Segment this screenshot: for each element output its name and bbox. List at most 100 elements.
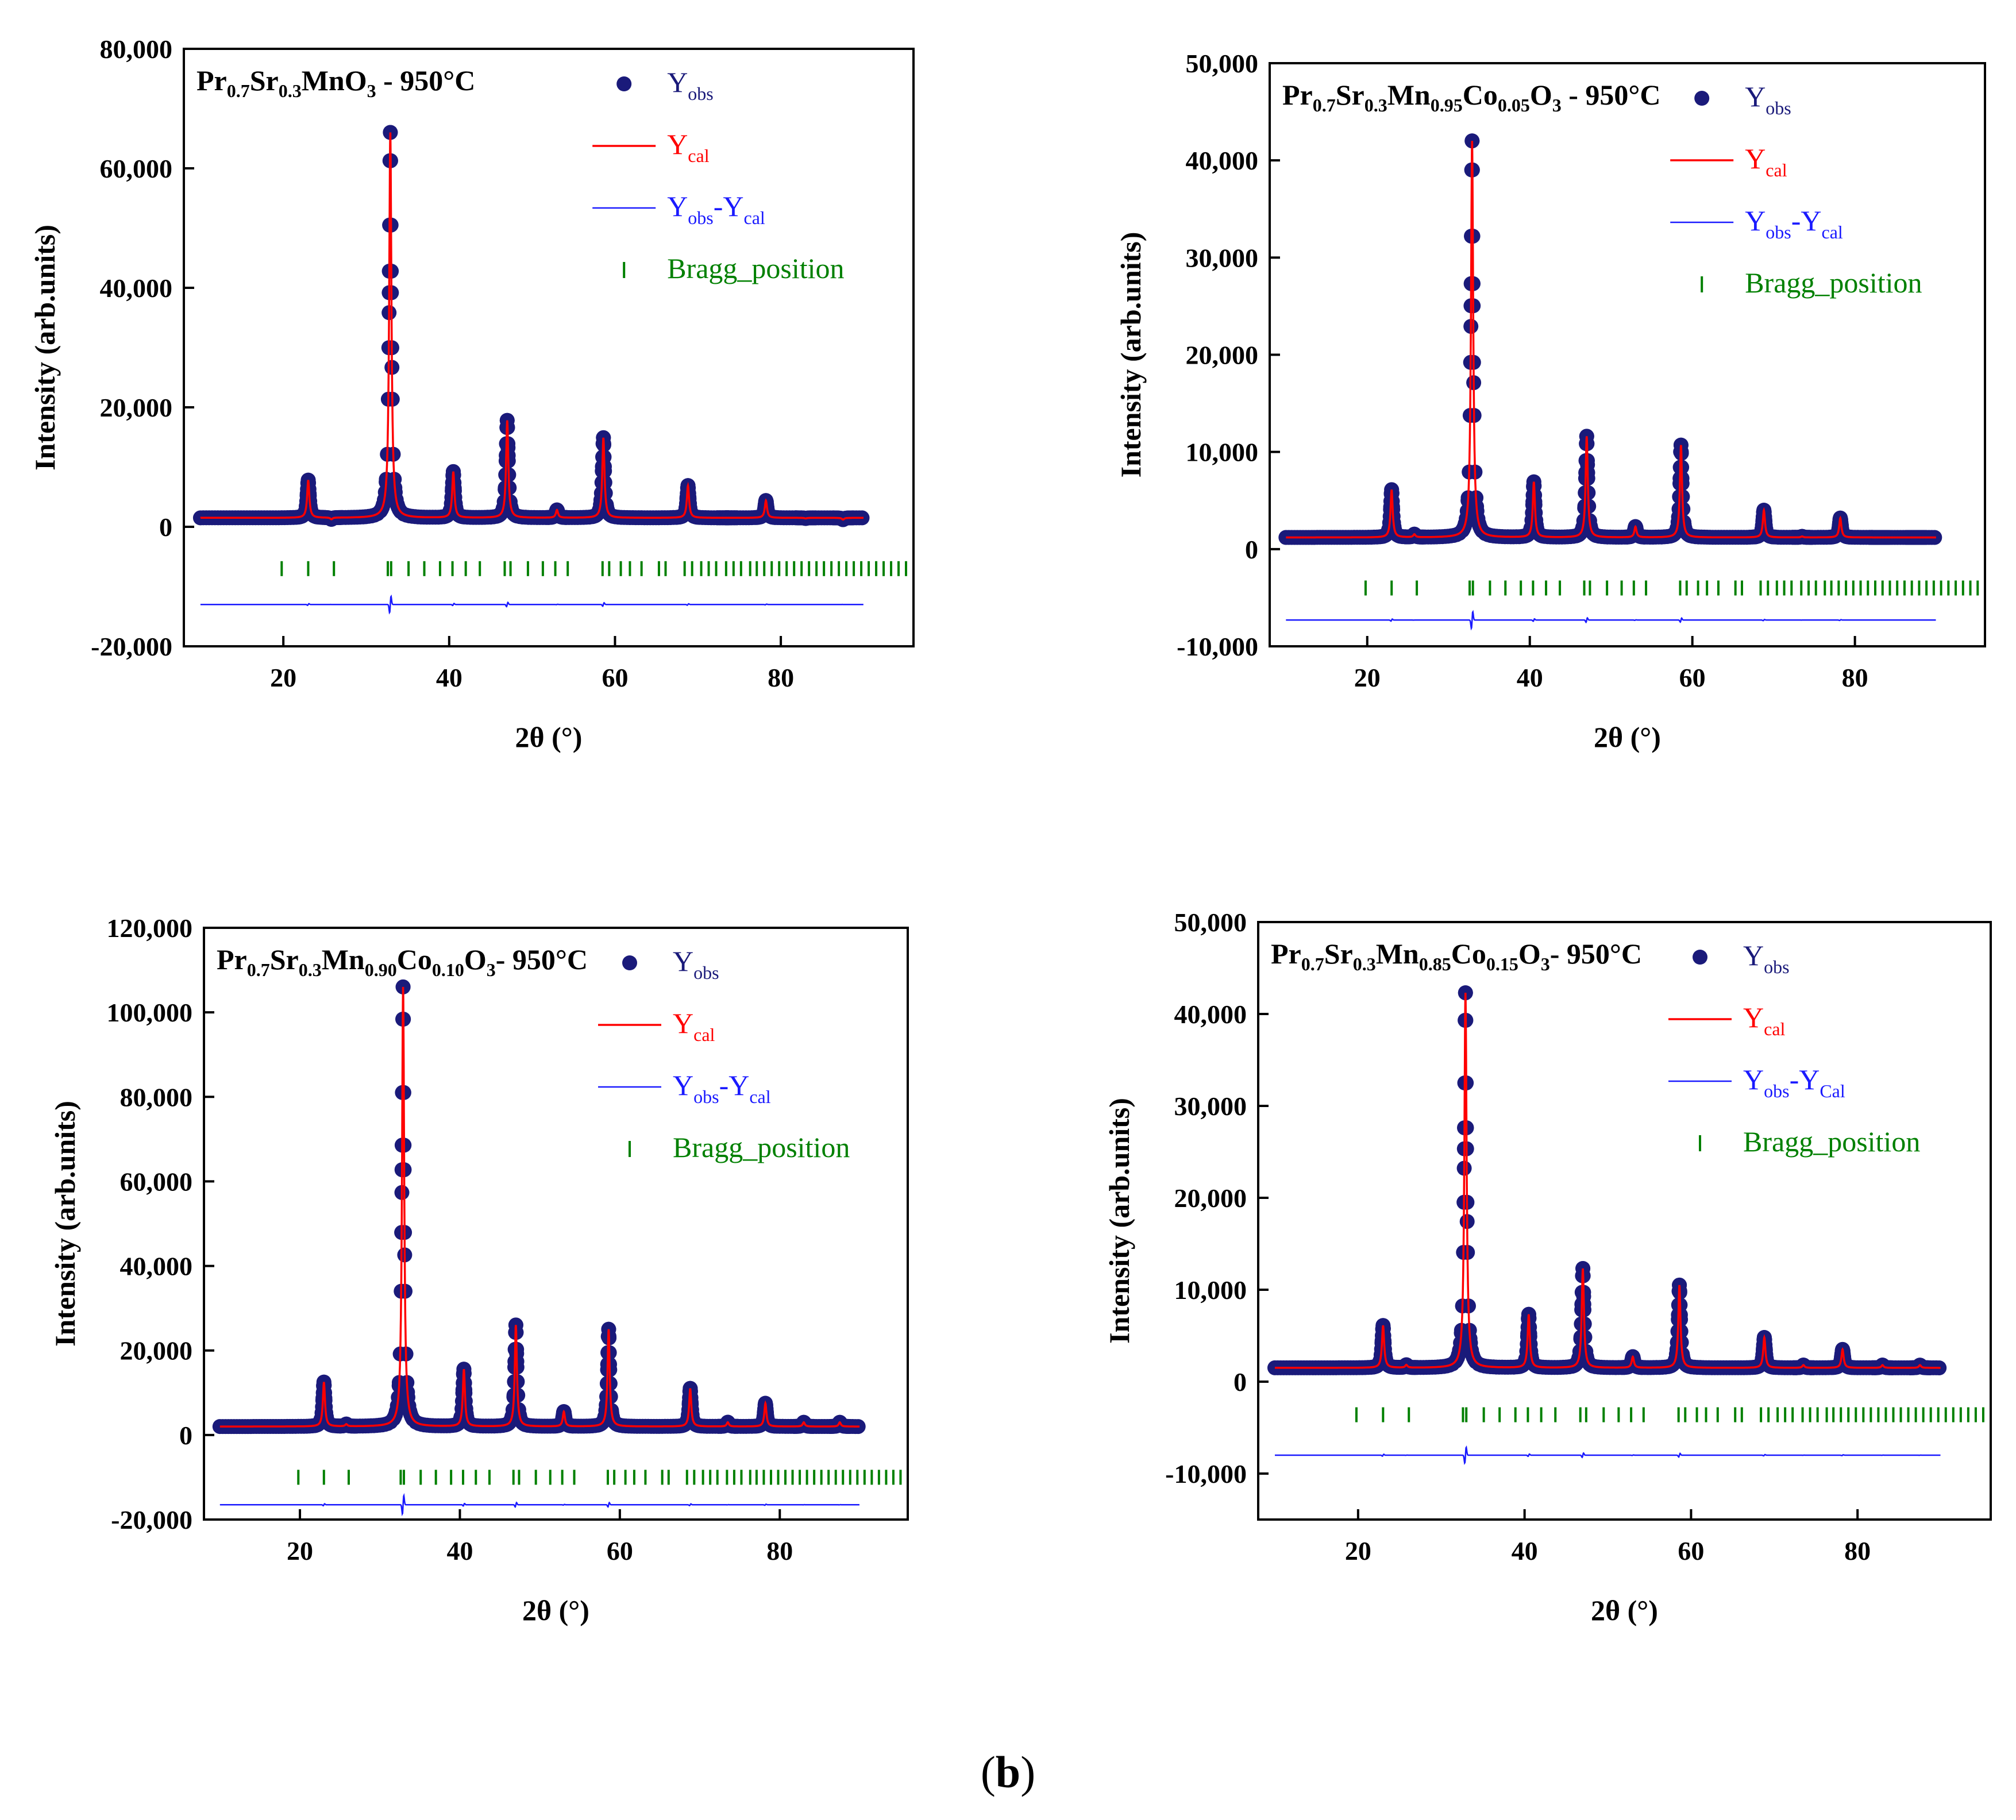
x-tick-label: 80 bbox=[1844, 1536, 1871, 1565]
chart-panel-2: -10,000 0 10,000 20,000 30,000 40,000 50,000 20… bbox=[1115, 49, 1986, 753]
legend-label: Yobs-Ycal bbox=[1745, 205, 1843, 242]
legend-marker bbox=[622, 955, 637, 970]
legend-entry-3: Yobs-Ycal bbox=[592, 190, 765, 228]
legend-entry-4: Bragg_position bbox=[623, 252, 845, 284]
plot-frame bbox=[1269, 62, 1986, 647]
caption-label: b bbox=[995, 1747, 1021, 1797]
legend-entry-4: Bragg_position bbox=[629, 1131, 850, 1163]
y-tick-label: 0 bbox=[1234, 1367, 1247, 1397]
y-tick-label: -10,000 bbox=[1177, 632, 1258, 661]
ycal-line bbox=[1286, 141, 1936, 539]
y-tick-label: 40,000 bbox=[100, 273, 173, 303]
x-axis-label: 2θ (°) bbox=[1594, 721, 1661, 753]
chart-panel-3: -20,000 0 20,000 40,000 60,000 80,000 100,000 1… bbox=[49, 913, 909, 1626]
bragg-positions bbox=[1364, 580, 1979, 596]
yobs-series bbox=[1267, 985, 1947, 1375]
y-tick-label: -20,000 bbox=[111, 1505, 192, 1534]
x-tick-label: 20 bbox=[1354, 663, 1381, 692]
x-tick-label: 40 bbox=[446, 1536, 473, 1565]
y-tick-label: 40,000 bbox=[120, 1252, 193, 1281]
y-tick-label: 30,000 bbox=[1186, 243, 1259, 272]
legend-entry-1: Yobs bbox=[1693, 939, 1790, 977]
legend-entry-1: Yobs bbox=[616, 66, 714, 104]
x-tick-label: 80 bbox=[1842, 663, 1868, 692]
legend-label: Yobs bbox=[1743, 939, 1790, 977]
chart-title: Pr0.7Sr0.3Mn0.95Co0.05O3 - 950°C bbox=[1282, 79, 1661, 115]
y-tick-label: 60,000 bbox=[100, 154, 173, 183]
y-tick-label: 0 bbox=[1245, 535, 1258, 564]
x-tick-label: 60 bbox=[607, 1536, 633, 1565]
legend-entry-2: Ycal bbox=[598, 1007, 715, 1045]
y-tick-label: 80,000 bbox=[120, 1082, 193, 1112]
plot-frame bbox=[183, 48, 915, 647]
chart-title: Pr0.7Sr0.3Mn0.85Co0.15O3- 950°C bbox=[1271, 938, 1642, 974]
y-tick-label: 30,000 bbox=[1174, 1092, 1247, 1121]
yobs-series bbox=[192, 125, 870, 527]
y-tick-label: 100,000 bbox=[107, 998, 193, 1027]
y-tick-label: 20,000 bbox=[1174, 1183, 1247, 1213]
legend-entry-1: Yobs bbox=[622, 945, 719, 983]
legend-label: Ycal bbox=[667, 128, 710, 166]
legend-entry-2: Ycal bbox=[1668, 1001, 1786, 1039]
x-tick-label: 20 bbox=[287, 1536, 313, 1565]
legend-label: Ycal bbox=[1743, 1001, 1786, 1039]
bragg-positions bbox=[280, 561, 908, 576]
legend-label: Bragg_position bbox=[1745, 267, 1922, 299]
chart-panel-4: -10,000 0 10,000 20,000 30,000 40,000 50,000 20… bbox=[1103, 908, 1992, 1626]
y-tick-label: 0 bbox=[179, 1421, 192, 1450]
legend-label: Yobs-Ycal bbox=[667, 190, 765, 228]
chart-title: Pr0.7Sr0.3Mn0.90Co0.10O3- 950°C bbox=[217, 943, 588, 980]
x-axis-label: 2θ (°) bbox=[522, 1594, 589, 1626]
legend-entry-2: Ycal bbox=[1670, 142, 1787, 180]
x-tick-label: 60 bbox=[1679, 663, 1706, 692]
bragg-positions bbox=[1355, 1407, 1984, 1422]
y-tick-label: 50,000 bbox=[1186, 49, 1259, 78]
y-axis-label: Intensity (arb.units) bbox=[1115, 232, 1147, 478]
y-tick-label: 20,000 bbox=[100, 393, 173, 422]
y-tick-label: 10,000 bbox=[1186, 438, 1259, 467]
x-tick-label: 60 bbox=[602, 663, 628, 692]
legend-label: Ycal bbox=[673, 1007, 715, 1045]
y-tick-label: 120,000 bbox=[107, 913, 193, 943]
legend-label: Yobs-Ycal bbox=[673, 1069, 771, 1107]
y-tick-label: 80,000 bbox=[100, 34, 173, 64]
y-tick-label: -20,000 bbox=[91, 632, 172, 661]
y-axis-label: Intensity (arb.units) bbox=[29, 225, 61, 471]
ycal-line bbox=[219, 986, 860, 1428]
legend-entry-2: Ycal bbox=[592, 128, 710, 166]
yobs-ycal-line bbox=[1275, 1445, 1941, 1465]
y-tick-label: 50,000 bbox=[1174, 908, 1247, 937]
x-tick-label: 40 bbox=[1517, 663, 1543, 692]
y-tick-label: 10,000 bbox=[1174, 1275, 1247, 1305]
x-axis-label: 2θ (°) bbox=[1591, 1594, 1658, 1626]
legend-label: Bragg_position bbox=[1743, 1125, 1920, 1158]
legend-entry-1: Yobs bbox=[1694, 80, 1791, 118]
x-tick-label: 60 bbox=[1678, 1536, 1704, 1565]
legend-entry-3: Yobs-Ycal bbox=[598, 1069, 771, 1107]
yobs-series bbox=[1278, 133, 1942, 545]
yobs-ycal-line bbox=[219, 1493, 859, 1517]
y-tick-label: 40,000 bbox=[1186, 146, 1259, 175]
chart-title: Pr0.7Sr0.3MnO3 - 950°C bbox=[196, 64, 475, 101]
y-tick-label: 60,000 bbox=[120, 1167, 193, 1196]
ycal-line bbox=[1275, 993, 1941, 1369]
legend-label: Yobs-YCal bbox=[1743, 1063, 1845, 1101]
legend-label: Ycal bbox=[1745, 142, 1787, 180]
legend-entry-4: Bragg_position bbox=[1701, 267, 1922, 299]
yobs-series bbox=[212, 979, 866, 1435]
y-tick-label: -10,000 bbox=[1165, 1459, 1247, 1489]
figure-caption: (b) bbox=[980, 1747, 1036, 1797]
legend-entry-4: Bragg_position bbox=[1699, 1125, 1920, 1158]
legend-marker bbox=[1694, 91, 1710, 106]
y-tick-label: 0 bbox=[159, 512, 172, 542]
plot-frame bbox=[203, 927, 909, 1521]
y-axis-label: Intensity (arb.units) bbox=[49, 1101, 81, 1347]
x-tick-label: 80 bbox=[766, 1536, 793, 1565]
x-tick-label: 20 bbox=[270, 663, 296, 692]
legend-label: Yobs bbox=[1745, 80, 1791, 118]
y-tick-label: 20,000 bbox=[1186, 341, 1259, 370]
legend-marker bbox=[616, 76, 632, 91]
x-tick-label: 40 bbox=[436, 663, 462, 692]
y-axis-label: Intensity (arb.units) bbox=[1103, 1098, 1135, 1344]
